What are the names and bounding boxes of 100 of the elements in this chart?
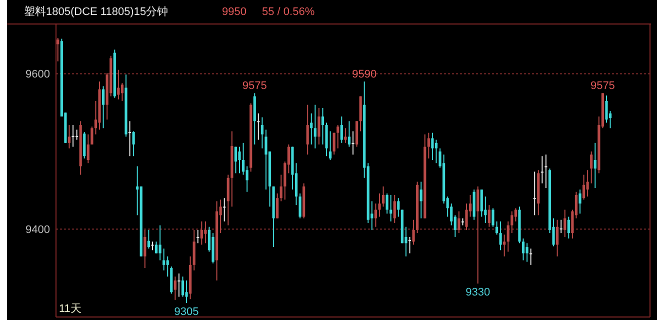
candlestick xyxy=(68,124,71,149)
candlestick xyxy=(348,120,351,148)
candlestick xyxy=(567,216,570,240)
candlestick xyxy=(605,95,608,124)
candlestick xyxy=(492,208,494,228)
candlestick xyxy=(226,174,230,226)
candlestick xyxy=(234,146,238,174)
candlestick xyxy=(420,181,422,219)
candlestick xyxy=(530,248,532,266)
candlestick xyxy=(147,229,150,250)
candlestick xyxy=(374,203,377,228)
annotation: 9305 xyxy=(174,306,199,318)
candlestick xyxy=(522,238,525,261)
candlestick xyxy=(72,124,74,148)
candlestick xyxy=(181,276,184,298)
candlestick xyxy=(83,132,86,159)
candlestick xyxy=(378,192,381,218)
candlestick xyxy=(560,219,562,234)
candlestick xyxy=(355,120,358,148)
candlestick xyxy=(325,122,328,157)
candlestick xyxy=(427,132,430,159)
candlestick xyxy=(510,210,514,234)
candlestick xyxy=(90,126,94,145)
candlestick xyxy=(488,204,491,228)
candlestick xyxy=(458,210,460,234)
candlestick xyxy=(526,242,528,262)
candlestick xyxy=(578,189,582,214)
candlestick xyxy=(586,170,589,198)
candlestick xyxy=(344,128,347,144)
candlestick xyxy=(556,219,559,257)
candlestick xyxy=(390,194,392,222)
candlestick xyxy=(329,130,332,161)
chart-subtitle: 9950 xyxy=(222,6,246,18)
candlestick xyxy=(192,229,196,271)
candlestick xyxy=(503,234,506,257)
candlestick xyxy=(174,276,176,300)
candlestick xyxy=(540,156,544,184)
candlestick xyxy=(196,229,200,244)
candlestick xyxy=(178,272,180,298)
annotation: 11天 xyxy=(59,303,82,315)
candlestick xyxy=(117,69,120,100)
candlestick xyxy=(506,220,510,252)
candlestick xyxy=(238,146,241,174)
candlestick xyxy=(264,129,268,190)
candlestick xyxy=(564,209,566,238)
candlestick xyxy=(386,192,388,214)
candlestick xyxy=(223,198,226,222)
candlestick xyxy=(56,37,60,62)
candlestick xyxy=(397,198,400,218)
candlestick xyxy=(314,104,316,149)
candlestick xyxy=(310,112,313,145)
candlestick xyxy=(204,220,207,244)
candlestick xyxy=(408,236,412,254)
candlestick xyxy=(298,192,302,219)
candlestick xyxy=(102,86,105,129)
annotation: 9575 xyxy=(242,80,267,92)
candlestick xyxy=(533,171,536,216)
candlestick xyxy=(120,82,124,102)
candlestick xyxy=(162,248,166,271)
candlestick xyxy=(86,134,90,164)
candlestick xyxy=(144,229,146,269)
chart-title: 塑料1805(DCE 11805)15分钟 xyxy=(24,5,168,18)
y-tick-label: 9400 xyxy=(26,224,50,236)
candlestick xyxy=(480,189,483,218)
candlestick xyxy=(276,192,279,219)
y-tick-label: 9600 xyxy=(26,68,50,81)
candlestick xyxy=(154,241,158,254)
annotation: 9590 xyxy=(352,68,377,81)
candlestick xyxy=(318,107,320,145)
candlestick xyxy=(332,132,336,156)
candlestick xyxy=(495,220,498,236)
candlestick xyxy=(260,116,264,149)
candlestick xyxy=(582,174,586,200)
candlestick xyxy=(185,280,188,304)
candlestick xyxy=(321,107,324,145)
candlestick xyxy=(393,194,396,224)
text: 55 / 0.56% xyxy=(262,6,315,18)
candlestick xyxy=(76,129,78,140)
candlestick xyxy=(280,174,282,202)
candlestick xyxy=(132,130,135,157)
candlestick xyxy=(382,186,385,208)
candlestick xyxy=(434,139,438,164)
candlestick xyxy=(590,150,593,184)
candlestick xyxy=(465,203,468,230)
candlestick xyxy=(340,116,343,144)
candlestick xyxy=(257,112,260,140)
candlestick xyxy=(352,130,354,156)
candlestick xyxy=(412,219,415,246)
candlestick xyxy=(499,220,502,251)
candlestick xyxy=(594,142,596,188)
candlestick xyxy=(166,256,169,278)
candlestick xyxy=(431,132,434,161)
candlestick xyxy=(128,120,132,157)
candlestick xyxy=(306,104,309,156)
annotation: 9575 xyxy=(590,80,615,92)
candlestick xyxy=(200,220,203,246)
candlestick xyxy=(336,124,340,149)
candlestick xyxy=(476,186,480,284)
annotation: 9330 xyxy=(466,286,490,299)
candlestick xyxy=(158,224,162,261)
